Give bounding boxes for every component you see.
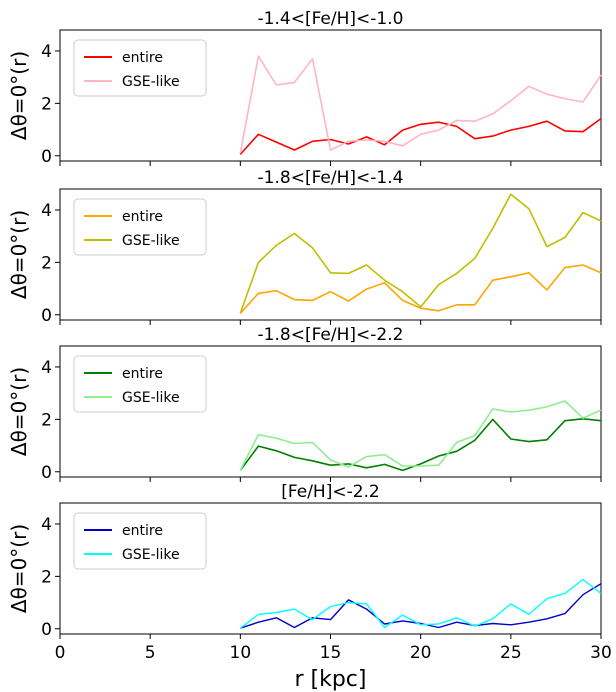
y-tick-label: 4	[41, 201, 52, 221]
y-tick-label: 2	[41, 253, 52, 273]
x-tick-label: 0	[55, 643, 66, 663]
panel-4: [Fe/H]<-2.2 0 2 4 0 5 10 15 20 25 30 Δθ=0°(r) entire…	[7, 482, 612, 692]
y-axis-label: Δθ=0°(r)	[7, 51, 31, 140]
legend-label: GSE-like	[122, 74, 180, 90]
y-tick-label: 2	[41, 94, 52, 114]
y-tick-label: 2	[41, 567, 52, 587]
x-tick-label: 20	[410, 643, 432, 663]
y-axis-label: Δθ=0°(r)	[7, 367, 31, 456]
series-line-gse-like	[239, 400, 602, 471]
panel-2: -1.8<[Fe/H]<-1.4 0 2 4 Δθ=0°(r) entire GSE-lik…	[7, 168, 602, 326]
series-line-entire	[239, 417, 602, 472]
y-tick-label: 4	[41, 358, 52, 378]
x-tick-label: 5	[145, 643, 156, 663]
y-tick-label: 4	[41, 42, 52, 62]
legend-label: GSE-like	[122, 233, 180, 249]
y-tick-label: 2	[41, 410, 52, 430]
legend-label: entire	[122, 50, 163, 66]
series-line-entire	[239, 117, 602, 155]
series-line-gse-like	[239, 55, 602, 154]
y-tick-label: 0	[41, 147, 52, 167]
legend-label: entire	[122, 209, 163, 225]
panel-title: -1.8<[Fe/H]<-2.2	[258, 325, 404, 345]
y-tick-label: 0	[41, 620, 52, 640]
x-tick-label: 30	[590, 643, 612, 663]
x-tick-label: 10	[230, 643, 252, 663]
series-line-entire	[240, 583, 602, 629]
x-axis-label: r [kpc]	[294, 667, 366, 692]
y-axis-label: Δθ=0°(r)	[7, 524, 31, 613]
y-tick-label: 0	[41, 463, 52, 483]
y-axis-label: Δθ=0°(r)	[7, 210, 31, 299]
series-line-gse-like	[239, 578, 602, 629]
panel-title: [Fe/H]<-2.2	[281, 482, 380, 502]
legend-label: entire	[122, 366, 163, 382]
legend-label: GSE-like	[122, 547, 180, 563]
panel-title: -1.4<[Fe/H]<-1.0	[258, 9, 404, 29]
panel-3: -1.8<[Fe/H]<-2.2 0 2 4 Δθ=0°(r) entire GSE-lik…	[7, 325, 602, 483]
series-line-entire	[239, 264, 602, 314]
x-tick-label: 15	[320, 643, 342, 663]
panel-1: -1.4<[Fe/H]<-1.0 0 2 4 Δθ=0°(r) entire GSE-lik…	[7, 9, 602, 167]
legend-label: GSE-like	[122, 390, 180, 406]
y-tick-label: 0	[41, 306, 52, 326]
panel-title: -1.8<[Fe/H]<-1.4	[258, 168, 404, 188]
series-line-gse-like	[239, 193, 602, 314]
legend-label: entire	[122, 523, 163, 539]
y-tick-label: 4	[41, 515, 52, 535]
x-tick-label: 25	[500, 643, 522, 663]
